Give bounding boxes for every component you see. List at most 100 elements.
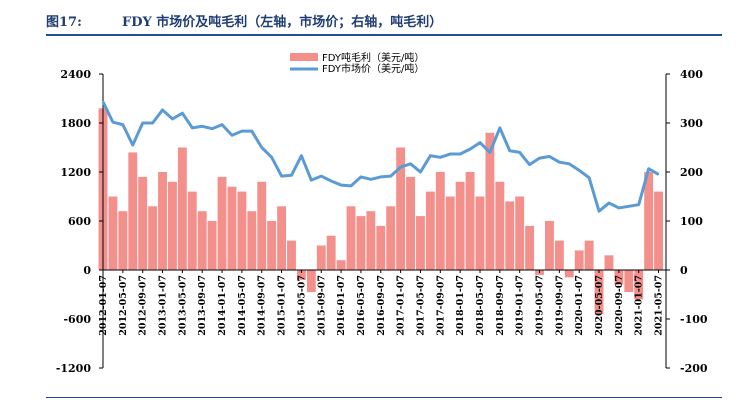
price-point [360, 176, 362, 178]
price-point [271, 156, 273, 158]
price-point [648, 168, 650, 170]
price-point [469, 148, 471, 150]
price-point [449, 153, 451, 155]
price-point [409, 163, 412, 165]
figure-header: 图17: FDY 市场价及吨毛利（左轴，市场价；右轴，吨毛利） [0, 0, 741, 40]
x-tick-label: 2021-05-07 [654, 275, 665, 336]
price-point [509, 150, 511, 152]
left-axis-tick-label: 1200 [60, 166, 91, 179]
price-point [380, 176, 382, 178]
margin-bar [495, 181, 505, 270]
right-axis-tick-label: 0 [680, 264, 688, 277]
price-point [479, 142, 481, 144]
margin-bar [515, 196, 525, 270]
price-point [628, 205, 630, 207]
x-tick-label: 2014-01-07 [217, 275, 228, 336]
x-tick-labels: 2012-01-07 2012-05-07 2012-09-07 2013-01-07… [98, 270, 665, 336]
margin-bar [644, 172, 654, 270]
margin-bar [564, 270, 574, 278]
right-axis-tick-label: 200 [680, 166, 703, 179]
price-point [638, 204, 640, 206]
price-point [241, 130, 243, 132]
price-point [171, 118, 174, 120]
margin-bar [336, 260, 346, 270]
price-point [400, 166, 402, 168]
left-axis-tick-label: -600 [63, 313, 91, 326]
price-point [221, 124, 223, 126]
margin-bar [604, 255, 614, 270]
margin-bar [445, 196, 455, 270]
x-tick-label: 2015-05-07 [296, 275, 307, 336]
price-point [390, 175, 392, 177]
x-tick-label: 2021-01-07 [634, 275, 645, 336]
right-axis-tick-label: 100 [680, 215, 703, 228]
margin-bar [465, 172, 475, 270]
price-point [251, 130, 253, 132]
price-point [578, 169, 580, 171]
price-point [608, 202, 610, 204]
margin-bar [197, 211, 207, 270]
x-tick-label: 2017-01-07 [396, 275, 407, 336]
margin-bar [177, 147, 187, 270]
x-tick-label: 2014-09-07 [257, 275, 268, 336]
left-axis-tick-label: -1200 [56, 362, 92, 375]
right-axis-tick-label: -200 [680, 362, 708, 375]
price-point [132, 144, 134, 146]
margin-bar [544, 221, 554, 270]
price-point [370, 178, 372, 180]
price-point [439, 156, 441, 158]
x-tick-label: 2020-01-07 [574, 275, 585, 336]
margin-bar [108, 196, 118, 270]
x-tick-label: 2016-01-07 [336, 275, 347, 336]
margin-bar [237, 191, 247, 270]
x-tick-label: 2019-09-07 [554, 275, 565, 336]
margin-bar [346, 206, 356, 270]
price-point [459, 153, 461, 155]
price-point [558, 161, 560, 163]
x-tick-label: 2020-05-07 [594, 275, 605, 336]
left-axis-tick-label: 0 [83, 264, 91, 277]
margin-bar [326, 235, 336, 270]
price-point [499, 127, 501, 129]
price-point [350, 185, 352, 187]
x-tick-label: 2012-05-07 [118, 275, 129, 336]
margin-bar [416, 216, 425, 270]
margin-bar [356, 216, 366, 270]
margin-bar [316, 245, 326, 270]
price-point [191, 127, 193, 129]
figure-label: 图17: [46, 15, 82, 30]
price-point [181, 112, 183, 114]
price-point [429, 155, 431, 157]
price-point [548, 155, 551, 158]
legend: FDY吨毛利（美元/吨）FDY市场价（美元/吨） [290, 51, 424, 75]
x-tick-label: 2013-01-07 [158, 275, 169, 336]
margin-bar [138, 176, 148, 270]
price-point [598, 210, 600, 212]
margin-bar [217, 176, 227, 270]
x-tick-label: 2015-01-07 [277, 275, 288, 336]
price-point [330, 180, 332, 182]
price-point [489, 151, 491, 153]
margin-bar [187, 191, 197, 270]
x-tick-label: 2016-09-07 [376, 275, 387, 336]
x-tick-label: 2019-01-07 [515, 275, 526, 336]
price-point [618, 207, 620, 209]
figure-title: FDY 市场价及吨毛利（左轴，市场价；右轴，吨毛利） [122, 15, 443, 30]
price-point [231, 134, 233, 136]
margin-bar [207, 221, 217, 270]
left-axis-tick-label: 1800 [60, 117, 91, 130]
price-point [122, 124, 124, 126]
price-point [588, 177, 590, 179]
margin-bar [128, 152, 138, 270]
margin-bars [98, 108, 663, 315]
price-point [538, 157, 541, 159]
margin-bar [594, 270, 604, 315]
price-point [310, 179, 312, 181]
price-point [320, 175, 322, 177]
margin-bar [406, 176, 415, 270]
margin-bar [247, 211, 257, 270]
margin-bar [306, 270, 316, 293]
margin-bar [257, 181, 267, 270]
x-tick-label: 2018-01-07 [455, 275, 466, 336]
margin-bar [296, 270, 306, 280]
